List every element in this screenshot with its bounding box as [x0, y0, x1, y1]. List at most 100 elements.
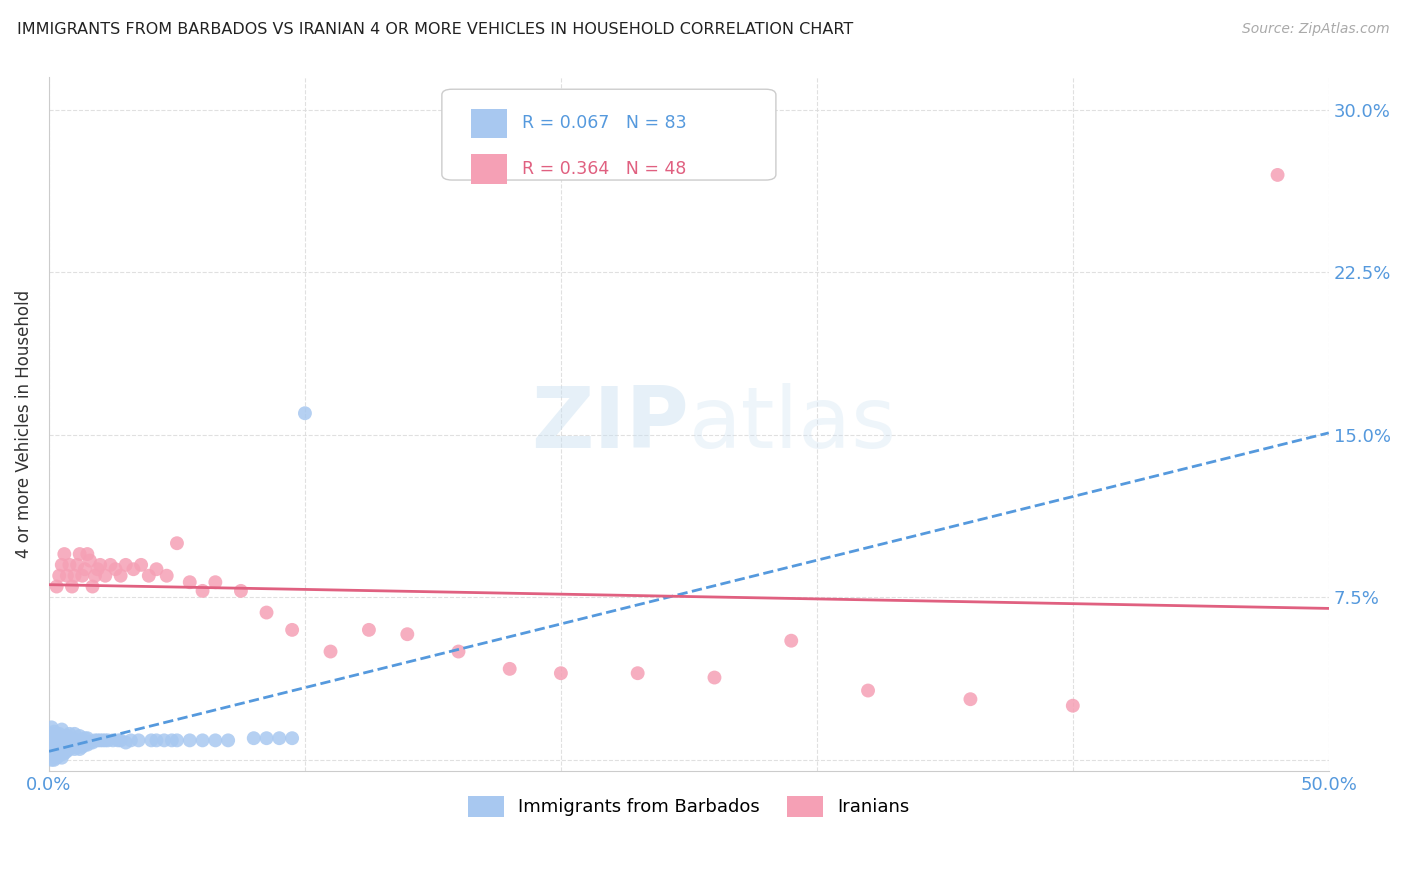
- Text: ZIP: ZIP: [531, 383, 689, 466]
- Point: [48, 735, 70, 749]
- Point: [269, 731, 291, 746]
- Point: [51, 723, 73, 737]
- Text: IMMIGRANTS FROM BARBADOS VS IRANIAN 4 OR MORE VEHICLES IN HOUSEHOLD CORRELATION : IMMIGRANTS FROM BARBADOS VS IRANIAN 4 OR…: [17, 22, 853, 37]
- Point: [84, 568, 107, 582]
- Point: [42, 742, 65, 756]
- Point: [53, 747, 76, 761]
- Point: [76, 731, 98, 746]
- Legend: Immigrants from Barbados, Iranians: Immigrants from Barbados, Iranians: [461, 789, 917, 824]
- Point: [45, 580, 67, 594]
- Point: [145, 562, 167, 576]
- Point: [110, 568, 132, 582]
- Point: [56, 744, 79, 758]
- Point: [1062, 698, 1084, 713]
- Point: [959, 692, 981, 706]
- Point: [58, 558, 80, 572]
- Point: [45, 735, 67, 749]
- Point: [294, 406, 316, 420]
- Point: [94, 733, 117, 747]
- Point: [41, 748, 63, 763]
- Point: [79, 735, 101, 749]
- Point: [63, 727, 86, 741]
- Point: [94, 568, 117, 582]
- Point: [1267, 168, 1289, 182]
- Point: [319, 644, 342, 658]
- Point: [73, 738, 96, 752]
- Point: [41, 731, 63, 746]
- Point: [856, 683, 879, 698]
- Point: [179, 733, 201, 747]
- Text: atlas: atlas: [689, 383, 897, 466]
- Point: [100, 558, 122, 572]
- Point: [76, 547, 98, 561]
- Point: [45, 727, 67, 741]
- Point: [129, 558, 152, 572]
- Point: [179, 575, 201, 590]
- Point: [41, 744, 63, 758]
- Point: [51, 731, 73, 746]
- Point: [550, 666, 572, 681]
- Point: [48, 742, 70, 756]
- Point: [91, 733, 114, 747]
- Point: [41, 720, 63, 734]
- Point: [191, 583, 214, 598]
- Point: [145, 733, 167, 747]
- Point: [104, 562, 127, 576]
- Point: [242, 731, 264, 746]
- Point: [82, 735, 104, 749]
- Point: [70, 568, 93, 582]
- Point: [191, 733, 214, 747]
- Point: [53, 547, 76, 561]
- Point: [51, 558, 73, 572]
- Point: [84, 733, 107, 747]
- Point: [256, 606, 278, 620]
- Point: [86, 562, 108, 576]
- Point: [51, 750, 73, 764]
- Point: [114, 558, 136, 572]
- Point: [53, 731, 76, 746]
- Point: [627, 666, 650, 681]
- FancyBboxPatch shape: [471, 154, 508, 184]
- Point: [217, 733, 239, 747]
- Point: [41, 739, 63, 754]
- Point: [70, 733, 93, 747]
- Point: [73, 562, 96, 576]
- Point: [447, 644, 470, 658]
- Point: [110, 733, 132, 747]
- Point: [86, 733, 108, 747]
- Point: [281, 623, 304, 637]
- Point: [60, 733, 83, 747]
- Point: [45, 747, 67, 761]
- Point: [63, 735, 86, 749]
- Point: [48, 748, 70, 763]
- Point: [82, 580, 104, 594]
- Point: [204, 733, 226, 747]
- Point: [56, 729, 79, 743]
- Point: [45, 739, 67, 754]
- Point: [70, 739, 93, 754]
- Point: [122, 562, 145, 576]
- Point: [101, 733, 124, 747]
- Point: [703, 671, 725, 685]
- FancyBboxPatch shape: [471, 109, 508, 137]
- Point: [66, 558, 89, 572]
- Text: R = 0.067   N = 83: R = 0.067 N = 83: [523, 114, 688, 132]
- Point: [357, 623, 380, 637]
- Point: [138, 568, 160, 582]
- Point: [204, 575, 226, 590]
- Point: [45, 750, 67, 764]
- Y-axis label: 4 or more Vehicles in Household: 4 or more Vehicles in Household: [15, 290, 32, 558]
- Point: [89, 733, 111, 747]
- Point: [51, 744, 73, 758]
- Point: [107, 733, 129, 747]
- Point: [153, 733, 176, 747]
- Point: [48, 568, 70, 582]
- Point: [499, 662, 522, 676]
- Point: [69, 547, 91, 561]
- Point: [141, 733, 163, 747]
- Text: R = 0.364   N = 48: R = 0.364 N = 48: [523, 160, 688, 178]
- Point: [69, 742, 91, 756]
- Point: [396, 627, 419, 641]
- Point: [53, 739, 76, 754]
- Point: [73, 731, 96, 746]
